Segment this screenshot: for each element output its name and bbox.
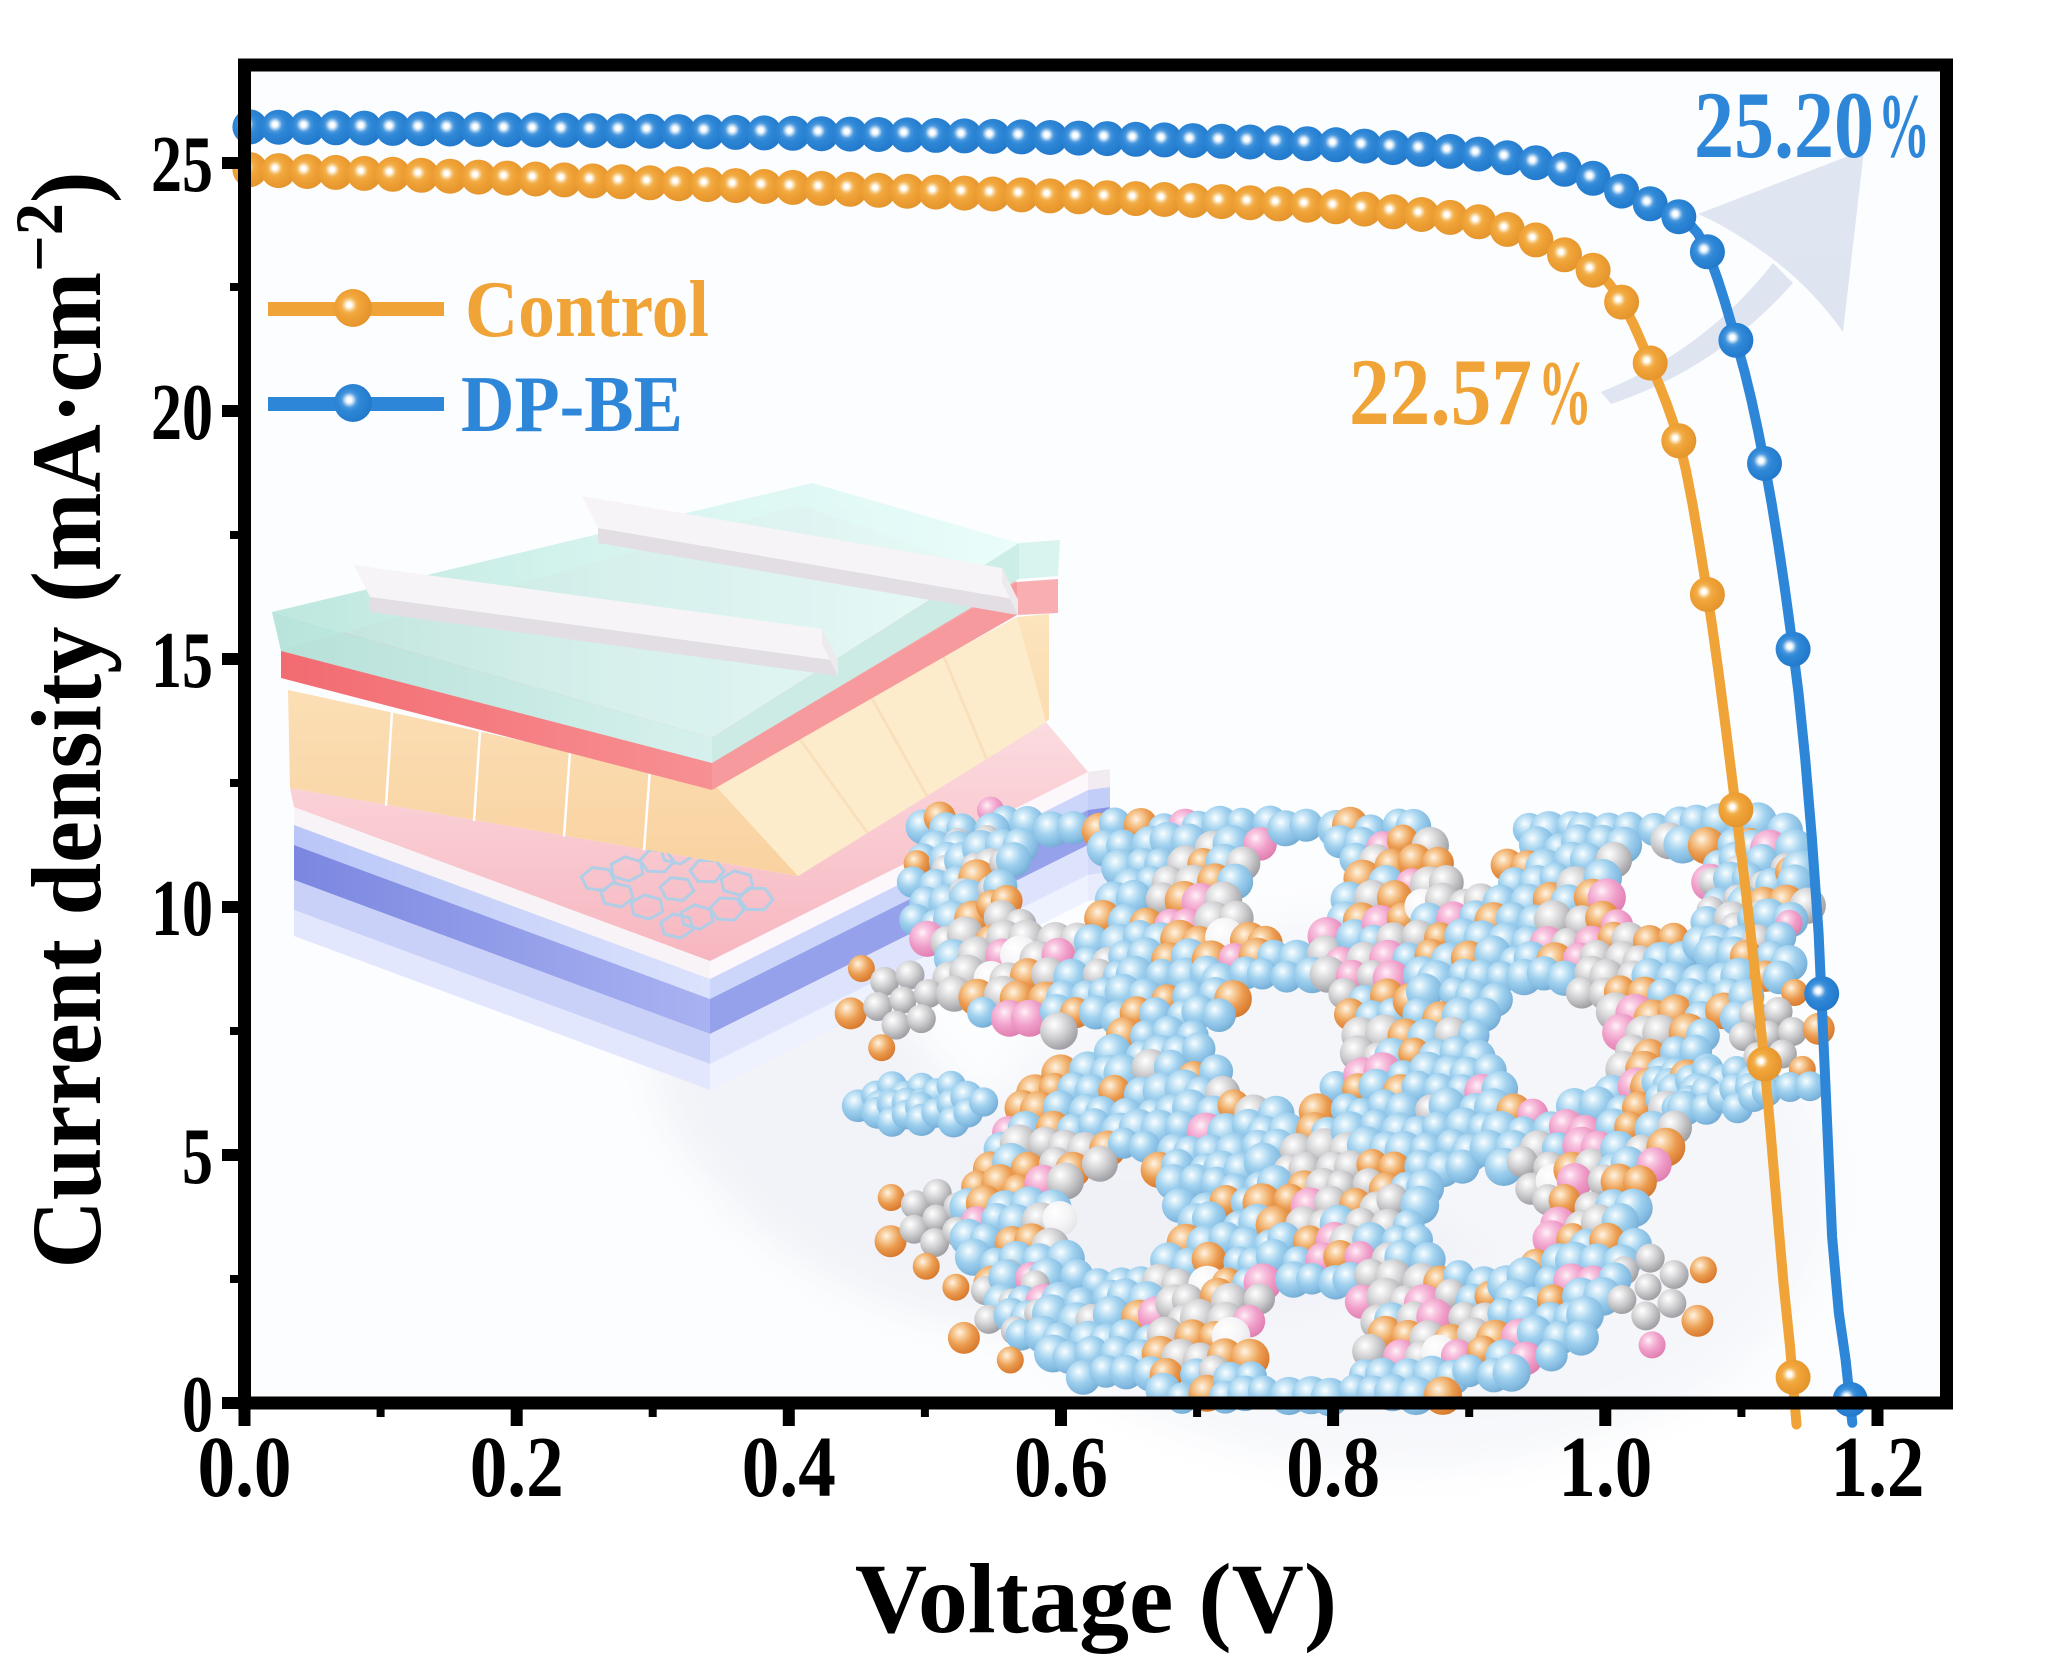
svg-text:Control: Control [465,266,709,354]
svg-text:1.0: 1.0 [1558,1418,1652,1515]
svg-text:20: 20 [151,369,213,457]
svg-text:%: % [1538,342,1592,444]
svg-text:0.0: 0.0 [198,1418,292,1515]
svg-text:Voltage (V): Voltage (V) [855,1543,1337,1654]
svg-text:10: 10 [151,865,213,953]
svg-text:22.57: 22.57 [1349,339,1532,445]
svg-text:0.4: 0.4 [742,1418,836,1515]
svg-text:DP-BE: DP-BE [461,361,683,449]
svg-text:0.2: 0.2 [470,1418,564,1515]
svg-text:15: 15 [151,617,213,705]
svg-text:1.2: 1.2 [1831,1418,1925,1515]
svg-text:Current density (mA·cm−2): Current density (mA·cm−2) [1,172,122,1269]
svg-text:25: 25 [151,121,213,209]
svg-text:5: 5 [182,1113,213,1201]
svg-text:0: 0 [182,1361,213,1449]
svg-text:25.20: 25.20 [1694,72,1874,178]
svg-text:%: % [1878,75,1930,177]
svg-text:0.8: 0.8 [1286,1418,1380,1515]
svg-text:0.6: 0.6 [1014,1418,1108,1515]
